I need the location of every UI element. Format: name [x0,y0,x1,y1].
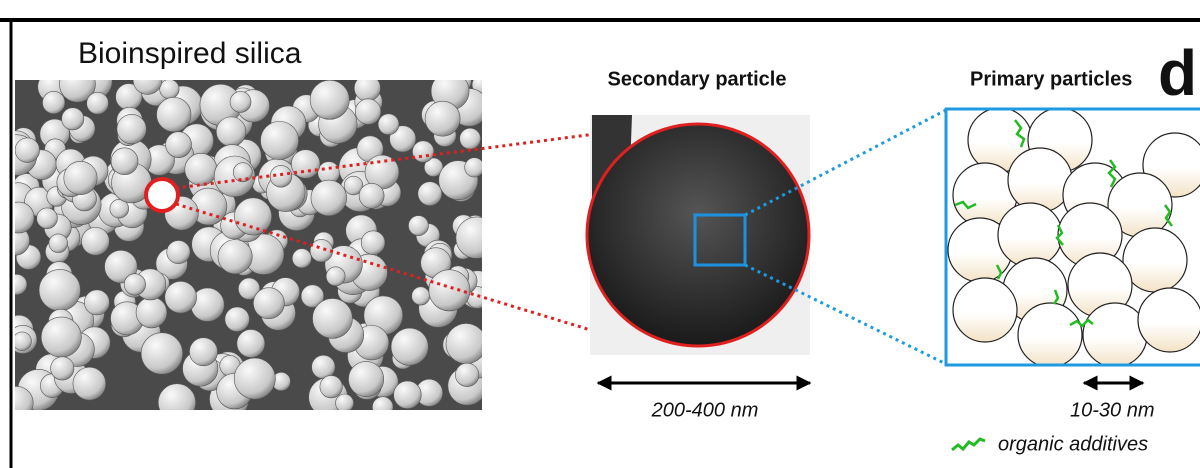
sem-grain [465,158,484,177]
panel-label: d [1158,37,1197,109]
additive-icon [952,439,985,450]
sem-grain [62,108,84,130]
primary-particle [1083,303,1147,367]
sem-grain [361,231,385,255]
sem-grain [310,80,349,119]
sem-grain [456,217,498,259]
sem-grain [157,97,191,131]
sem-grain [418,182,442,206]
primary-particle [1123,228,1187,292]
sem-grain [0,386,33,419]
sem-grain [216,117,246,147]
sem-grain [15,138,40,163]
sem-grain [133,66,162,95]
sem-grain [412,287,430,305]
sem-grain [234,358,275,399]
sem-image [0,62,498,421]
secondary-particle [587,124,809,346]
sem-grain [408,216,428,236]
sem-grain [230,91,251,112]
sem-grain [391,328,428,365]
sem-grain [446,323,486,363]
additives-legend: organic additives [998,433,1148,455]
sem-grain [394,381,422,409]
sem-grain [425,101,460,136]
sem-grain [189,338,217,366]
secondary-label: Secondary particle [608,68,787,90]
primary-size: 10-30 nm [1070,399,1155,421]
secondary-size: 200-400 nm [651,399,759,421]
sem-grain [13,332,32,351]
sem-grain [42,91,64,113]
sem-grain [87,92,109,114]
sem-grain [336,394,354,412]
sem-grain [311,180,347,216]
sem-grain [141,333,183,375]
primary-particle [1018,303,1082,367]
primary-particle [1008,148,1072,212]
sem-grain [84,290,109,315]
primary-particles [948,108,1200,367]
sem-grain [253,288,284,319]
sem-grain [167,240,190,263]
sem-grain [218,240,252,274]
sem-grain [37,208,58,229]
sem-grain [378,114,399,135]
sem-grain [160,79,179,98]
sem-grain [372,397,393,418]
sem-grain [117,114,146,143]
sem-grain [41,317,81,357]
figure: Bioinspired silica d Secondary particle … [0,0,1200,468]
selection-circle [146,179,178,211]
sem-grain [412,141,433,162]
sem-grain [111,148,138,175]
sem-grain [39,269,80,310]
sem-grain [225,307,250,332]
primary-label: Primary particles [970,68,1132,90]
sem-grain [348,361,383,396]
primary-particle [1138,288,1200,352]
sem-grain [165,281,197,313]
sem-grain [260,121,298,159]
sem-grain [354,75,380,101]
sem-grain [166,132,192,158]
sem-grain [326,267,345,286]
sem-grain [292,249,311,268]
sem-grain [185,153,217,185]
sem-grain [51,357,74,380]
sem-grain [359,183,384,208]
sem-grain [429,270,470,311]
sem-grain [49,234,68,253]
sem-grain [136,297,167,328]
primary-particle [953,278,1017,342]
sem-grain [234,198,271,235]
sem-grain [3,202,34,233]
sem-grain [455,363,478,386]
sem-grain [237,329,265,357]
title: Bioinspired silica [78,37,302,70]
sem-grain [64,161,97,194]
sem-grain [124,274,145,295]
primary-particle [998,203,1062,267]
sem-grain [312,298,352,338]
sem-grain [320,375,342,397]
sem-grain [73,367,106,400]
sem-grain [310,239,332,261]
sem-grain [460,128,481,149]
sem-grain [233,163,252,182]
sem-grain [82,227,110,255]
sem-grain [158,384,196,422]
sem-grain [355,99,381,125]
